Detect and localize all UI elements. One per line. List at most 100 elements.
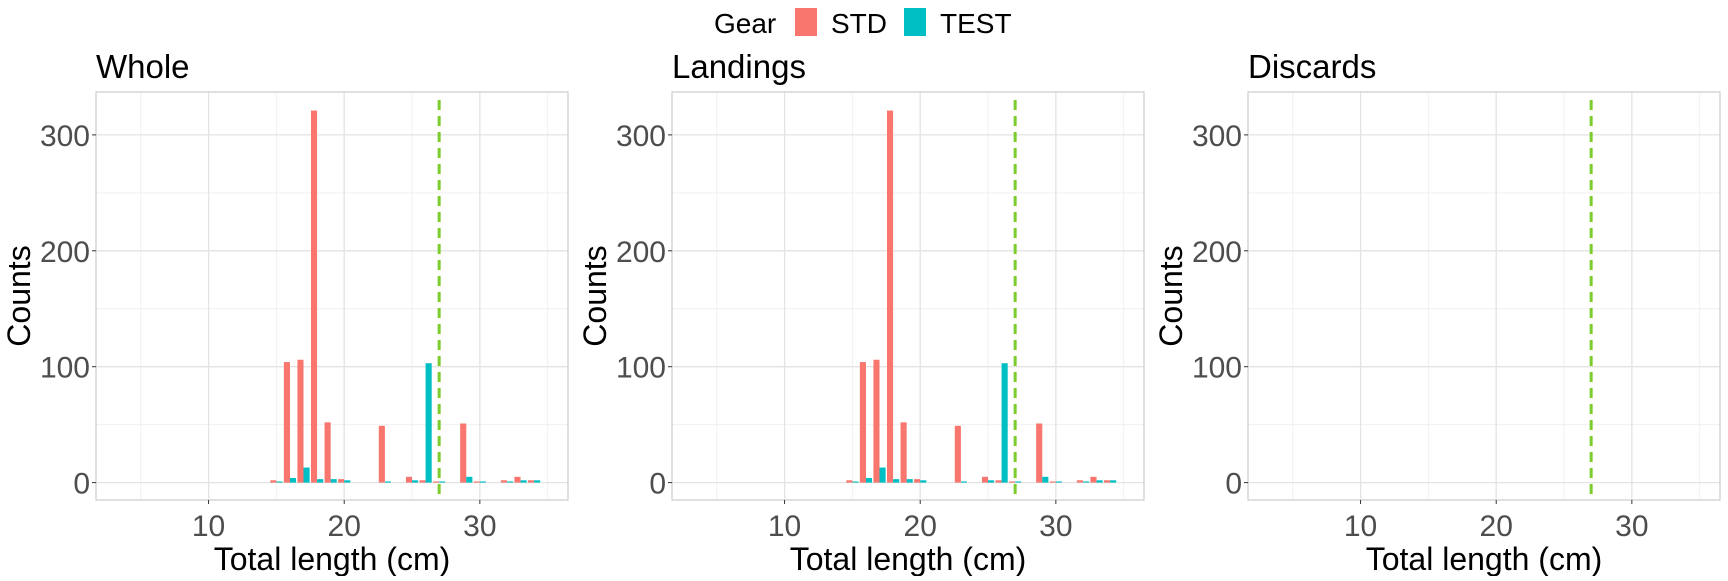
bar-test	[466, 476, 473, 483]
bar-test	[865, 477, 873, 483]
bar-std	[995, 480, 1002, 483]
bar-test	[276, 481, 283, 483]
legend: Gear STD TEST	[0, 2, 1728, 42]
bar-test	[344, 480, 351, 483]
legend-key-test	[904, 8, 926, 36]
x-tick-label: 10	[768, 510, 801, 543]
bar-test	[920, 480, 927, 483]
y-axis-label: Counts	[577, 245, 613, 346]
x-tick-label: 30	[1615, 510, 1648, 543]
bar-std	[1076, 480, 1083, 483]
legend-label-std: STD	[831, 8, 887, 39]
y-tick-label: 300	[1192, 120, 1242, 153]
bar-test	[1042, 476, 1049, 483]
x-tick-label: 20	[328, 510, 361, 543]
bar-test	[1110, 480, 1117, 483]
bar-test	[289, 477, 297, 483]
panel-background	[96, 92, 568, 500]
bar-std	[1036, 423, 1043, 483]
x-tick-label: 10	[1344, 510, 1377, 543]
bar-std	[981, 476, 989, 483]
bar-std	[405, 476, 413, 483]
facet-panel-whole: 0 100 200 300 10 20 30 Whole Total length (cm) Co…	[1, 48, 569, 577]
y-tick-label: 100	[1192, 352, 1242, 385]
bar-std	[846, 480, 853, 483]
bar-std	[324, 422, 331, 483]
panel-background	[672, 92, 1144, 500]
bar-test	[988, 480, 995, 483]
bar-test	[479, 481, 486, 483]
bar-test	[534, 480, 541, 483]
bar-test	[520, 480, 527, 483]
bar-test	[384, 481, 391, 483]
bar-test	[412, 480, 419, 483]
bar-std	[310, 110, 318, 483]
y-tick-label: 0	[649, 468, 666, 501]
legend-key-std	[795, 8, 817, 36]
x-axis-label: Total length (cm)	[1366, 541, 1603, 576]
facet-panel-discards: 0 100 200 300 10 20 30 Discards Total length (cm…	[1153, 48, 1721, 577]
y-tick-label: 300	[616, 120, 666, 153]
bar-std	[873, 359, 880, 483]
bar-std	[514, 476, 521, 483]
bar-test	[960, 481, 967, 483]
y-tick-label: 0	[1225, 468, 1242, 501]
bar-test	[439, 481, 446, 483]
x-axis-label: Total length (cm)	[790, 541, 1027, 576]
bar-test	[317, 479, 324, 483]
bar-std	[338, 479, 345, 483]
bar-std	[1049, 481, 1056, 483]
bar-std	[954, 425, 961, 483]
bar-std	[419, 480, 426, 483]
faceted-bar-chart: 0 100 200 300 10 20 30 Whole Total length (cm) Co…	[0, 42, 1728, 581]
y-tick-label: 100	[616, 352, 666, 385]
bar-test	[425, 363, 432, 483]
facet-panel-landings: 0 100 200 300 10 20 30 Landings Total length (cm…	[577, 48, 1145, 577]
bar-std	[270, 480, 277, 483]
panel-border	[1247, 91, 1721, 501]
y-tick-label: 300	[40, 120, 90, 153]
bar-test	[1055, 481, 1062, 483]
y-tick-label: 200	[40, 236, 90, 269]
y-tick-label: 200	[616, 236, 666, 269]
bar-test	[1001, 363, 1008, 483]
y-tick-label: 100	[40, 352, 90, 385]
panel-border	[95, 91, 569, 501]
legend-label-test: TEST	[940, 8, 1012, 39]
x-tick-label: 20	[904, 510, 937, 543]
bar-test	[906, 479, 913, 483]
legend-graphic: Gear STD TEST	[714, 8, 1012, 39]
bar-std	[886, 110, 894, 483]
panel-title: Landings	[672, 48, 806, 85]
x-tick-label: 30	[463, 510, 496, 543]
legend-title: Gear	[714, 8, 776, 39]
bar-std	[460, 423, 467, 483]
x-axis-label: Total length (cm)	[214, 541, 451, 576]
bar-test	[303, 467, 310, 483]
bar-test	[879, 467, 886, 483]
bar-std	[859, 362, 866, 483]
bar-test	[506, 481, 514, 483]
bar-test	[893, 479, 900, 483]
y-axis-label: Counts	[1153, 245, 1189, 346]
panel-border	[671, 91, 1145, 501]
bar-test	[1096, 480, 1103, 483]
panel-background	[1248, 92, 1720, 500]
bar-test	[1082, 481, 1090, 483]
bar-std	[473, 481, 480, 483]
y-axis-label: Counts	[1, 245, 37, 346]
bar-std	[283, 362, 290, 483]
panel-title: Whole	[96, 48, 190, 85]
x-tick-label: 30	[1039, 510, 1072, 543]
bar-test	[852, 481, 859, 483]
y-tick-label: 0	[73, 468, 90, 501]
panel-title: Discards	[1248, 48, 1376, 85]
bar-std	[900, 422, 907, 483]
bar-std	[297, 359, 304, 483]
bar-std	[1103, 480, 1111, 483]
x-tick-label: 10	[192, 510, 225, 543]
bar-std	[1009, 481, 1016, 483]
bar-std	[378, 425, 385, 483]
bar-test	[330, 479, 337, 483]
